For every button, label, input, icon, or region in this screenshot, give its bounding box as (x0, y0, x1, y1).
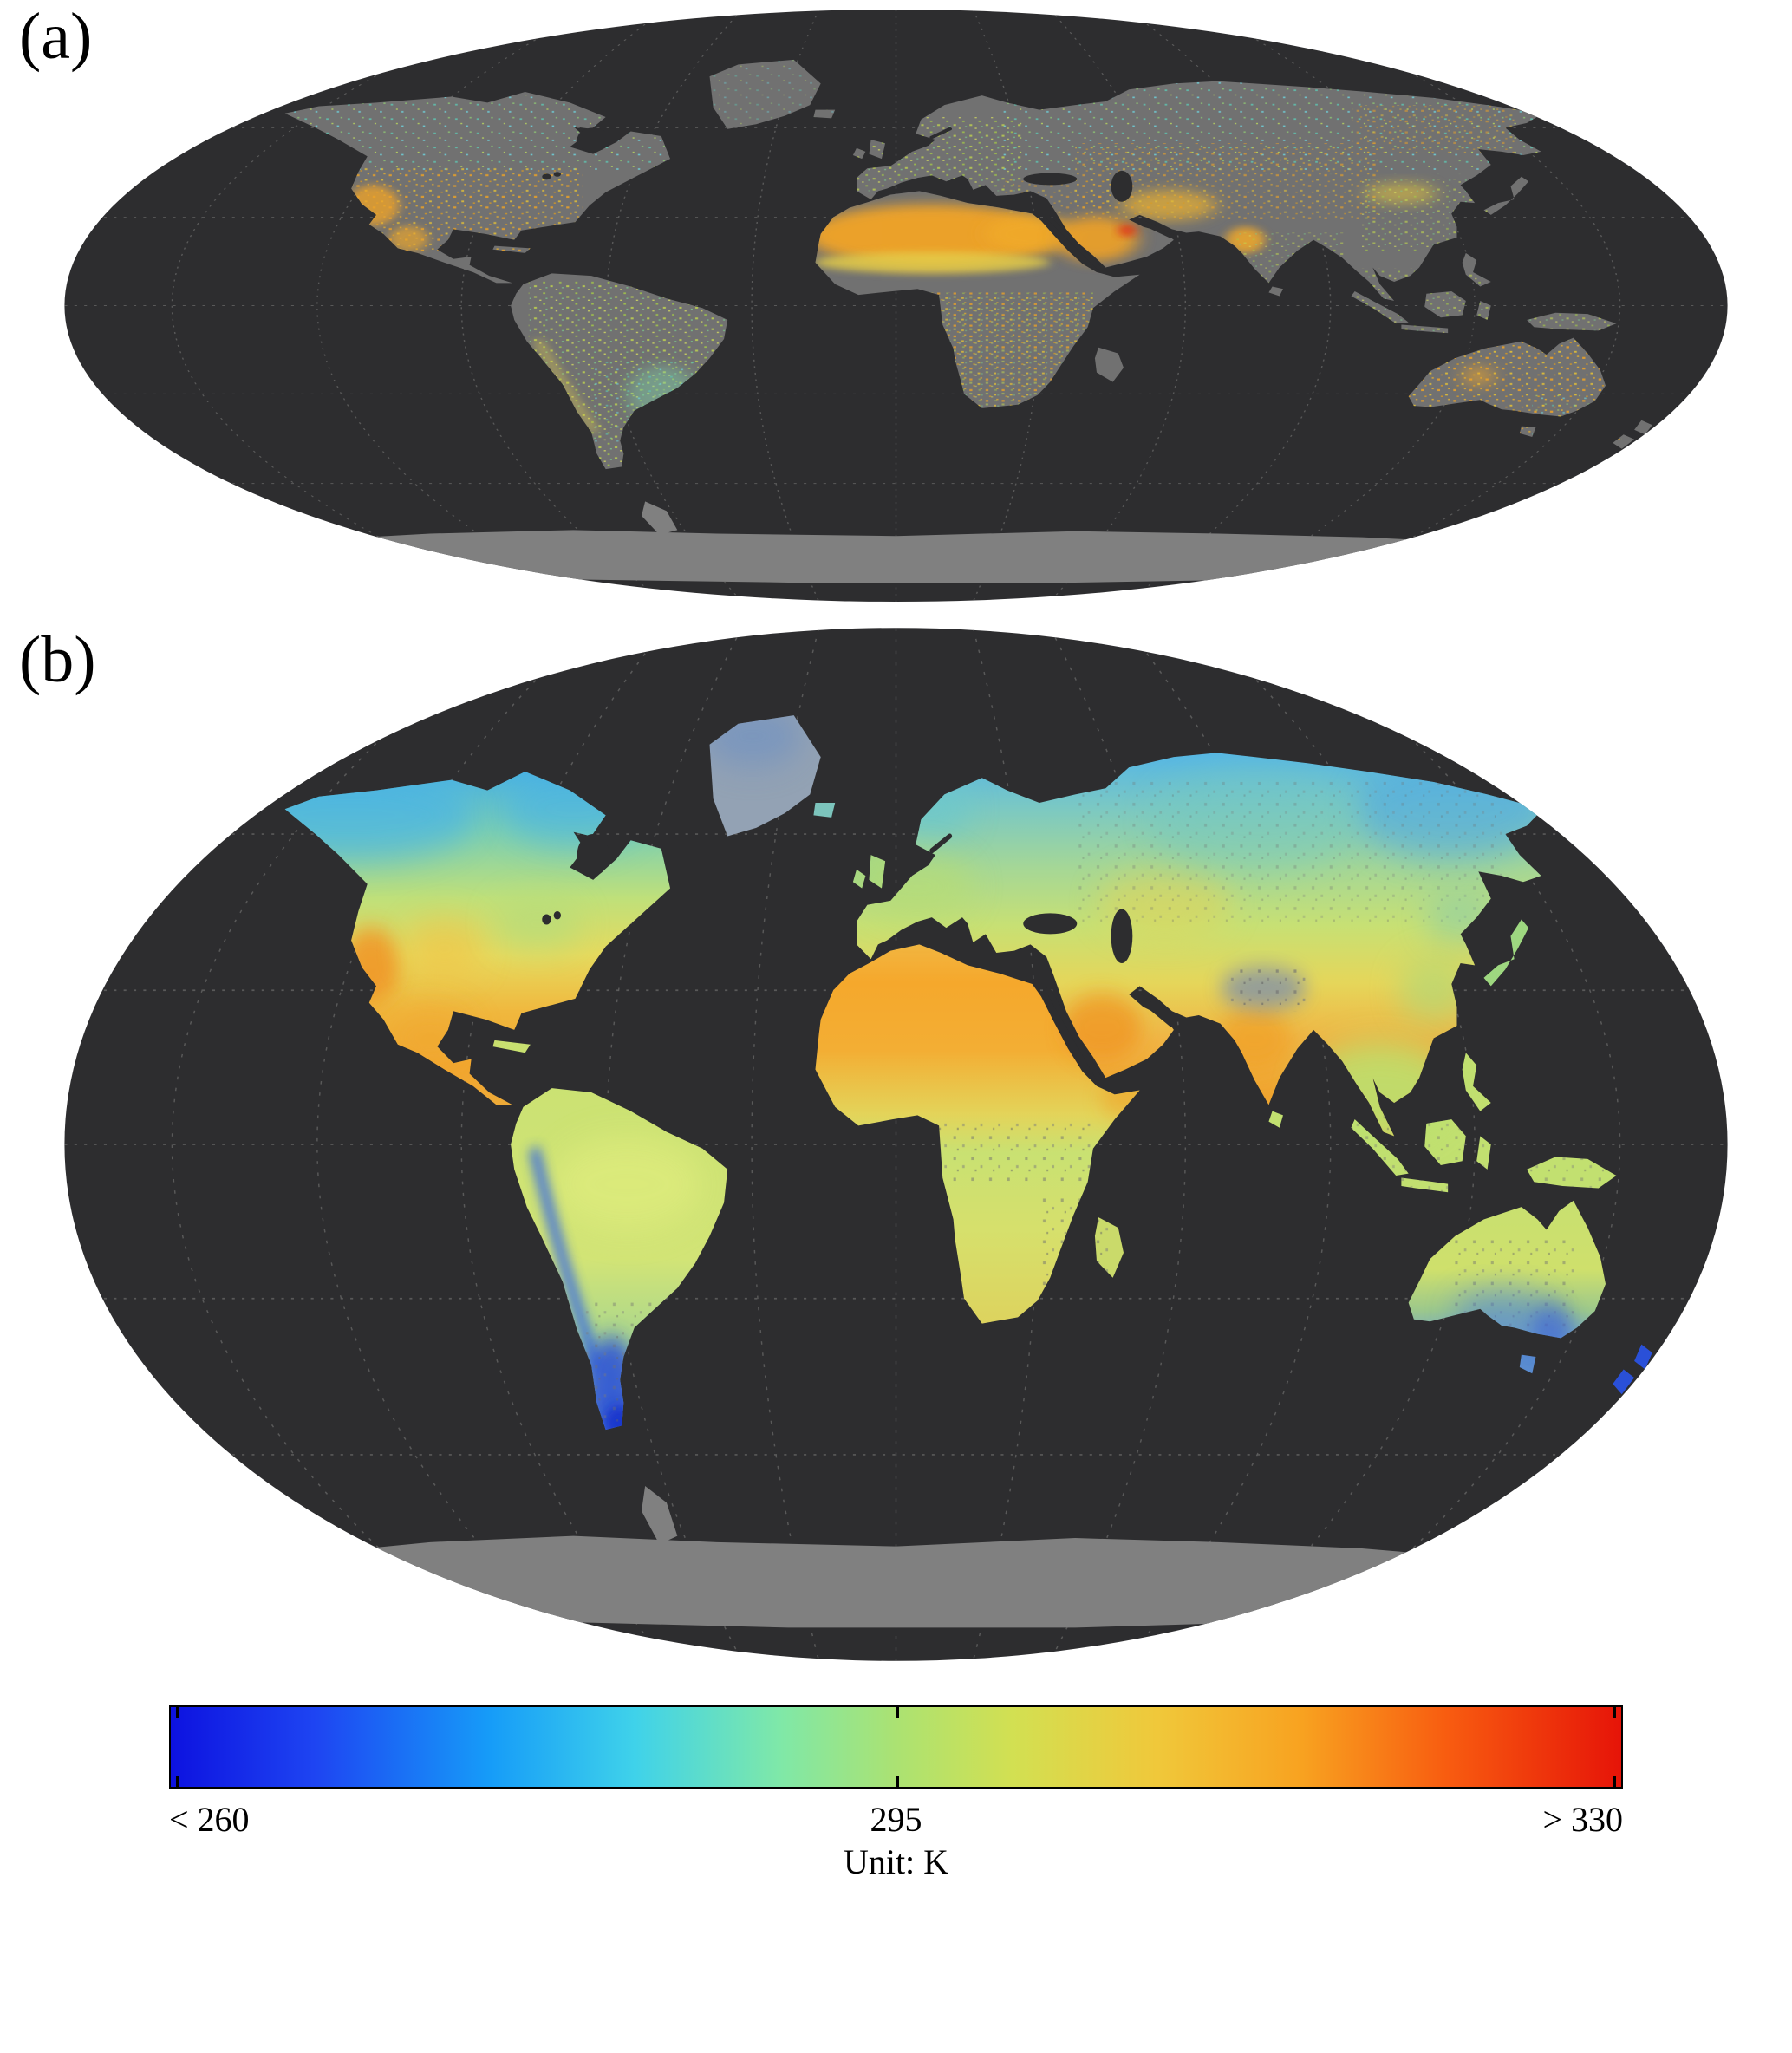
colorbar-max-label: > 330 (1542, 1800, 1623, 1839)
colorbar-tick (176, 1776, 179, 1787)
colorbar-tick (1613, 1776, 1616, 1787)
colorbar-min-label: < 260 (169, 1800, 250, 1839)
panel-b-label: (b) (19, 623, 96, 696)
colorbar-tick (896, 1707, 899, 1718)
world-map-a (64, 10, 1728, 602)
panel-a-label: (a) (19, 0, 93, 73)
colorbar-section: < 260 295 > 330 Unit: K (0, 1678, 1792, 1882)
inland-seas-a (542, 127, 1176, 270)
colorbar-labels: < 260 295 > 330 (169, 1799, 1623, 1840)
colorbar-unit-label: Unit: K (843, 1842, 949, 1881)
colorbar-tick (176, 1707, 179, 1718)
inland-seas-b (542, 833, 1176, 1081)
colorbar-tick (896, 1776, 899, 1787)
colorbar-mid-label: 295 (870, 1800, 922, 1839)
colorbar-tick (1613, 1707, 1616, 1718)
world-map-b (64, 628, 1728, 1661)
map-panel-a: (a) (0, 0, 1792, 611)
colorbar-gradient (169, 1705, 1623, 1789)
map-panel-b: (b) (0, 611, 1792, 1678)
